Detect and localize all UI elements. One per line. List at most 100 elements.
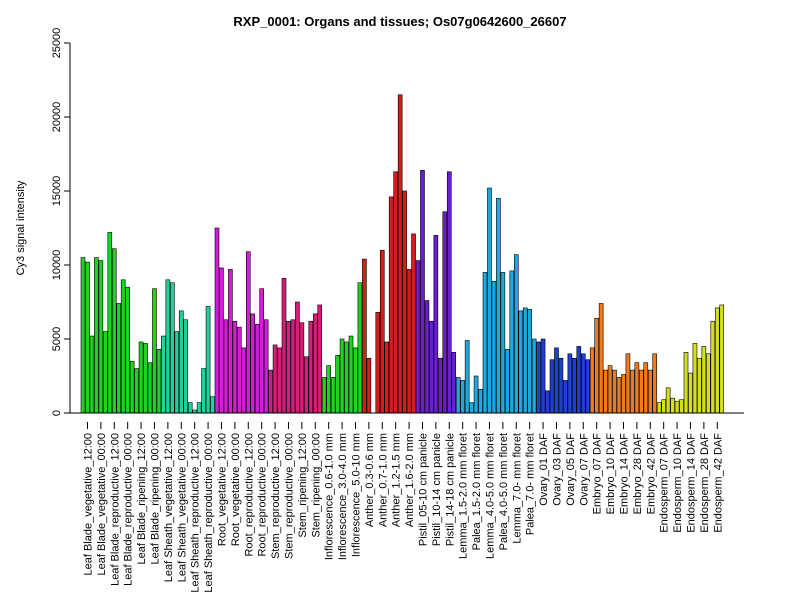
bar xyxy=(187,402,193,414)
bar xyxy=(250,313,256,414)
bar xyxy=(674,400,680,414)
bar xyxy=(487,187,492,414)
bar xyxy=(80,257,86,414)
bar xyxy=(344,341,349,414)
bar-group xyxy=(214,227,229,414)
bar xyxy=(174,331,180,414)
bar xyxy=(254,323,260,414)
x-tick-label: Root_reproductive_12:00 xyxy=(243,433,255,557)
bar-group xyxy=(429,235,443,414)
bar xyxy=(339,338,345,414)
bar xyxy=(554,347,559,414)
bar xyxy=(228,269,233,414)
bar xyxy=(518,310,524,414)
x-tick-label: Leaf Sheath_reproductive_00:00 xyxy=(203,433,215,593)
bar xyxy=(719,304,725,414)
x-tick-label: Endosperm_10 DAF xyxy=(672,433,684,533)
bar-group xyxy=(683,343,698,414)
x-tick-label: Root_reproductive_00:00 xyxy=(257,433,269,557)
bar xyxy=(375,312,381,414)
bar-group xyxy=(94,257,108,414)
x-tick-label: Anther_1.6-2.0 mm xyxy=(404,433,416,527)
bar xyxy=(706,353,711,414)
x-tick-label: Pistil_05-10 cm panicle xyxy=(417,433,429,546)
x-tick-label: Lemma_7.0- mm floret xyxy=(511,433,523,544)
bar xyxy=(424,300,430,414)
bar-group xyxy=(616,353,631,414)
x-tick-label: Leaf Blade_ripening_00:00 xyxy=(149,433,161,565)
y-tick-label: 20000 xyxy=(51,102,63,133)
bar-group xyxy=(402,190,416,414)
bar xyxy=(178,310,184,414)
bar xyxy=(420,169,425,414)
bar xyxy=(348,335,354,414)
bar xyxy=(330,377,336,414)
bar xyxy=(710,320,716,414)
bar xyxy=(85,261,90,414)
x-tick-label: Inflorescence_0.6-1.0 mm xyxy=(324,433,336,560)
bar xyxy=(161,335,166,414)
bar xyxy=(317,304,323,414)
bar xyxy=(545,390,550,414)
x-tick-label: Embryo_14 DAF xyxy=(618,433,630,515)
bar xyxy=(598,303,604,414)
x-tick-label: Leaf Blade_ripening_12:00 xyxy=(136,433,148,565)
bar xyxy=(237,326,242,414)
x-tick-label: Stem_reproductive_00:00 xyxy=(283,433,295,559)
x-tick-label: Endosperm_28 DAF xyxy=(699,433,711,533)
bar xyxy=(670,397,675,414)
bar xyxy=(223,319,229,414)
bar-group xyxy=(442,171,457,414)
bar xyxy=(540,338,546,414)
x-tick-label: Endosperm_14 DAF xyxy=(685,433,697,533)
bar xyxy=(219,267,224,414)
x-tick-label: Stem_ripening_12:00 xyxy=(297,433,309,538)
bar xyxy=(402,190,407,414)
bar xyxy=(143,343,148,414)
bar-group xyxy=(134,341,148,414)
bar xyxy=(241,347,247,414)
bar xyxy=(286,320,291,414)
bar xyxy=(589,347,595,414)
bar xyxy=(379,249,385,414)
bar xyxy=(156,349,162,414)
bar xyxy=(661,399,666,414)
bar-group xyxy=(254,288,269,414)
bar xyxy=(482,272,488,414)
bar xyxy=(326,365,331,414)
bar xyxy=(281,278,287,414)
bar xyxy=(701,346,707,414)
bar-group xyxy=(482,187,497,414)
bar-group xyxy=(469,375,483,414)
bar-group xyxy=(308,304,323,414)
bar xyxy=(460,380,465,414)
x-tick-label: Leaf Blade_reproductive_00:00 xyxy=(123,433,135,586)
x-tick-label: Embryo_10 DAF xyxy=(605,433,617,515)
bar xyxy=(442,211,448,414)
bar xyxy=(496,198,501,414)
x-tick-label: Stem_ripening_00:00 xyxy=(310,433,322,538)
x-tick-label: Leaf Blade_vegetative_00:00 xyxy=(96,433,108,576)
bar-group xyxy=(241,251,256,414)
bar xyxy=(393,171,398,414)
bar xyxy=(107,232,113,414)
bar xyxy=(183,319,189,414)
bar-group xyxy=(80,257,95,414)
bar-group xyxy=(643,353,658,414)
bar xyxy=(567,353,573,414)
bar xyxy=(103,331,108,414)
bar xyxy=(513,254,519,414)
bar xyxy=(312,313,318,414)
bar-group xyxy=(228,269,242,414)
bar-group xyxy=(509,254,524,414)
bar xyxy=(639,369,644,414)
bar xyxy=(558,357,564,414)
bar xyxy=(89,335,95,414)
bar xyxy=(455,377,461,414)
bar xyxy=(308,320,314,414)
bar xyxy=(411,233,416,414)
bar-group xyxy=(268,344,282,414)
bar xyxy=(214,227,220,414)
x-tick-label: Anther_0.3-0.6 mm xyxy=(364,433,376,527)
